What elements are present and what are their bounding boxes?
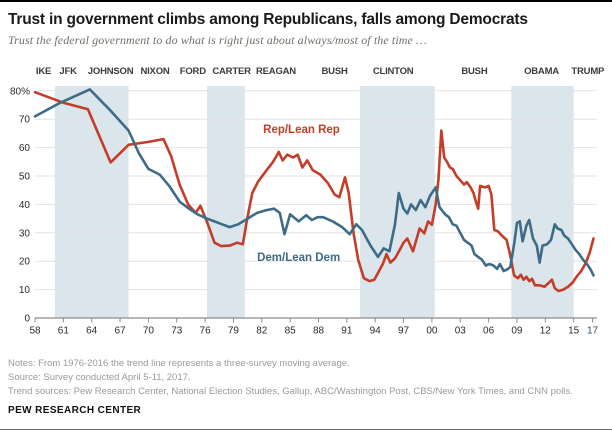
president-label: FORD (180, 66, 206, 77)
president-label: OBAMA (524, 66, 559, 77)
president-label: CLINTON (373, 66, 414, 77)
chart-title: Trust in government climbs among Republi… (8, 11, 528, 28)
era-band (206, 86, 245, 318)
x-tick-label: 82 (256, 326, 268, 337)
note-line-2: Source: Survey conducted April 5-11, 201… (8, 372, 191, 383)
dem-lean-dem-line (33, 88, 595, 277)
x-tick-label: 00 (426, 326, 438, 337)
x-tick-label: 70 (143, 326, 155, 337)
x-tick-label: 67 (114, 326, 126, 337)
president-label: REAGAN (256, 66, 296, 77)
y-tick-label: 70 (19, 115, 31, 126)
x-tick-label: 76 (200, 326, 212, 337)
president-label: BUSH (461, 66, 487, 77)
rep-lean-rep-line (33, 90, 595, 293)
x-tick-label: 91 (341, 326, 353, 337)
y-tick-label: 30 (19, 228, 31, 239)
x-tick-label: 09 (511, 326, 523, 337)
x-tick-label: 85 (285, 326, 297, 337)
y-tick-label: 0 (24, 314, 30, 325)
x-tick-label: 94 (370, 326, 382, 337)
x-tick-label: 12 (540, 326, 552, 337)
bottom-rule (0, 429, 612, 430)
era-band (54, 86, 129, 318)
president-label: JOHNSON (88, 66, 134, 77)
president-label: CARTER (212, 66, 251, 77)
y-tick-label: 10 (19, 285, 31, 296)
dem-series-label: Dem/Lean Dem (257, 252, 340, 264)
pew-research-center-wordmark: PEW RESEARCH CENTER (8, 405, 142, 416)
x-tick-label: 73 (171, 326, 183, 337)
top-rule (0, 0, 612, 2)
note-line-1: Notes: From 1976-2016 the trend line rep… (8, 358, 350, 369)
x-tick-label: 79 (228, 326, 240, 337)
y-tick-label: 60 (19, 143, 31, 154)
y-tick-label: 80% (10, 86, 30, 97)
y-tick-label: 50 (19, 172, 31, 183)
x-tick-label: 58 (29, 326, 41, 337)
rep-series-label: Rep/Lean Rep (263, 124, 340, 136)
president-label: BUSH (322, 66, 348, 77)
x-tick-label: 61 (58, 326, 70, 337)
chart-subtitle: Trust the federal government to do what … (8, 33, 427, 47)
y-tick-label: 20 (19, 257, 31, 268)
president-label: IKE (36, 66, 51, 77)
x-tick-label: 03 (455, 326, 467, 337)
note-line-3: Trend sources: Pew Research Center, Nati… (8, 386, 573, 397)
x-tick-label: 97 (398, 326, 410, 337)
president-label: JFK (59, 66, 77, 77)
x-tick-label: 64 (86, 326, 98, 337)
x-tick-label: 15 (568, 326, 580, 337)
chart-notes: Notes: From 1976-2016 the trend line rep… (8, 357, 606, 399)
era-band (511, 86, 574, 318)
trust-in-government-line-chart: 58 61 64 67 70 73 76 79 82 85 88 91 94 97 00 03 06 09 12 15… (10, 66, 605, 337)
y-tick-label: 40 (19, 200, 31, 211)
x-tick-label: 17 (587, 326, 599, 337)
x-tick-label: 06 (483, 326, 495, 337)
x-tick-label: 88 (313, 326, 325, 337)
president-label: NIXON (140, 66, 169, 77)
president-label: TRUMP (571, 66, 605, 77)
